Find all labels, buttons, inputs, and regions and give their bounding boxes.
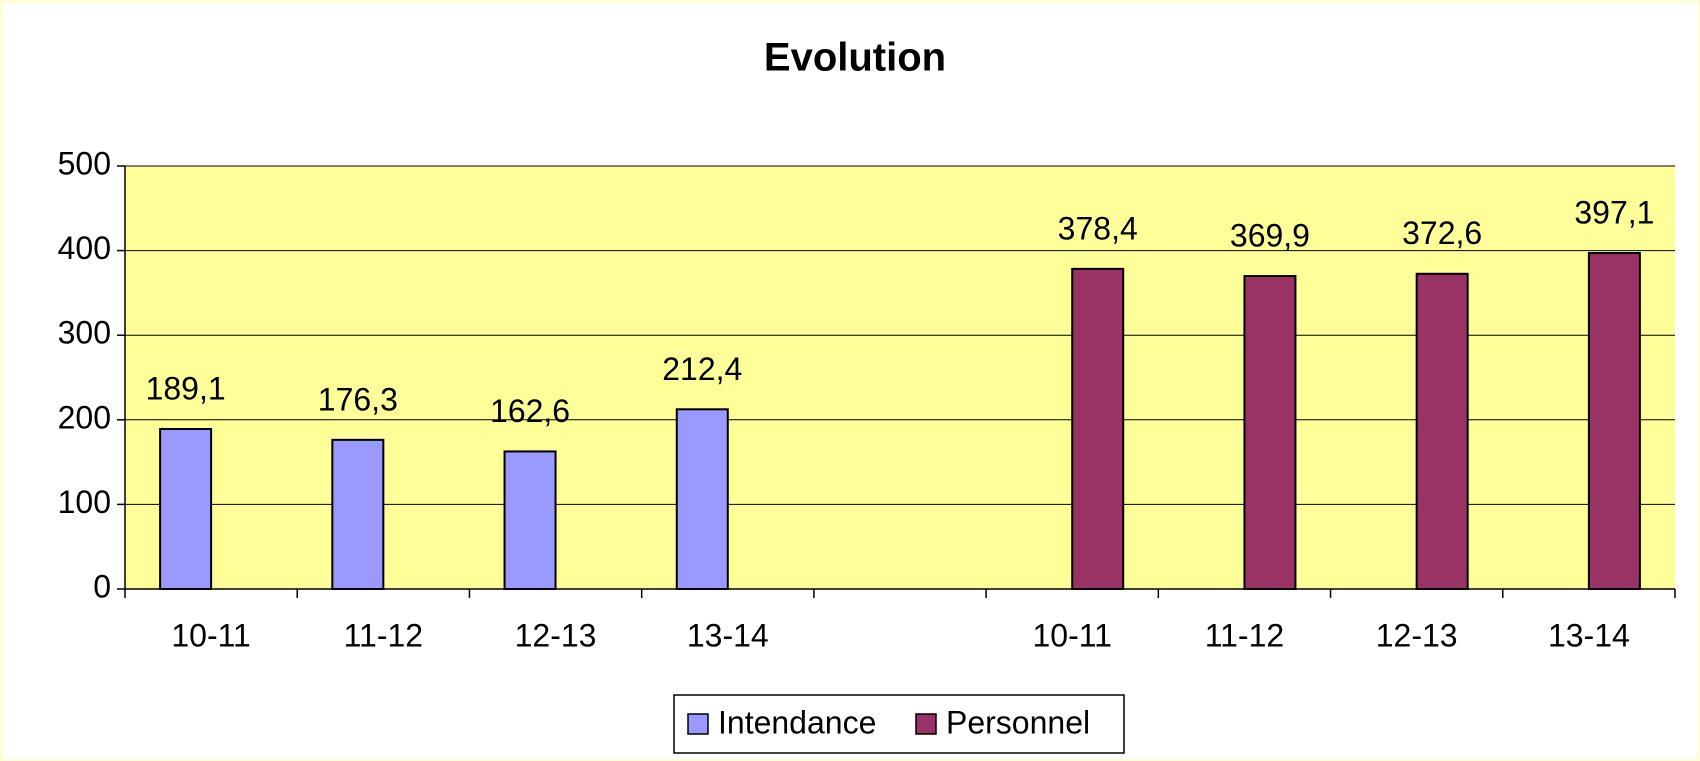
- data-label: 189,1: [146, 370, 226, 406]
- bar: [159, 428, 213, 590]
- x-tick-label: 11-12: [344, 617, 423, 653]
- x-tick-label: 13-14: [687, 617, 769, 653]
- data-label: 397,1: [1574, 195, 1654, 231]
- bar: [1243, 275, 1297, 590]
- legend-label: Intendance: [718, 704, 876, 740]
- data-label: 378,4: [1058, 210, 1138, 246]
- bar: [1587, 252, 1641, 590]
- bar: [1415, 272, 1469, 590]
- x-tick-label: 11-12: [1205, 617, 1284, 653]
- bar: [503, 450, 557, 590]
- legend-swatch: [915, 713, 937, 735]
- bar: [675, 408, 729, 590]
- y-tick-label: 100: [58, 484, 111, 520]
- data-label: 212,4: [662, 351, 742, 387]
- y-tick-label: 200: [58, 399, 111, 435]
- y-tick-label: 0: [93, 568, 111, 604]
- legend-box: [673, 694, 1125, 754]
- bar: [1071, 267, 1125, 590]
- legend-swatch: [687, 713, 709, 735]
- data-label: 176,3: [318, 381, 398, 417]
- y-tick-label: 300: [58, 315, 111, 351]
- bar: [331, 438, 385, 590]
- x-tick-label: 10-11: [1032, 617, 1111, 653]
- data-label: 369,9: [1230, 218, 1310, 254]
- x-tick-label: 10-11: [171, 617, 250, 653]
- x-tick-label: 13-14: [1548, 617, 1630, 653]
- legend-label: Personnel: [946, 704, 1090, 740]
- x-tick-label: 12-13: [515, 617, 597, 653]
- chart-title: Evolution: [764, 36, 946, 80]
- x-tick-label: 12-13: [1376, 617, 1458, 653]
- data-label: 162,6: [490, 393, 570, 429]
- y-tick-label: 400: [58, 230, 111, 266]
- y-tick-label: 500: [58, 145, 111, 181]
- data-label: 372,6: [1402, 215, 1482, 251]
